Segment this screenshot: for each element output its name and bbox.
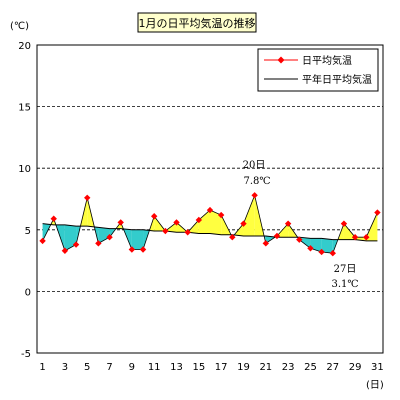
chart-title: 1月の日平均気温の推移: [139, 16, 256, 30]
x-tick-label: 3: [62, 362, 68, 373]
x-tick-label: 31: [371, 362, 384, 373]
data-point-day-9: [128, 246, 136, 253]
fill-segment: [64, 224, 77, 251]
x-tick-label: 27: [326, 362, 339, 373]
data-point-day-10: [139, 246, 147, 253]
x-tick-label: 13: [170, 362, 183, 373]
data-point-day-25: [307, 245, 314, 252]
series-line-normal: [42, 223, 378, 242]
x-tick-label: 5: [84, 362, 90, 373]
annotation-value-20: 7.8℃: [243, 176, 270, 187]
fill-segment: [243, 195, 255, 236]
data-point-day-18: [229, 233, 236, 241]
title-box: [137, 12, 257, 33]
fill-segment: [210, 210, 222, 235]
annotation-day-27: 27日: [334, 264, 357, 275]
data-point-day-28: [340, 220, 348, 227]
x-tick-label: 29: [349, 362, 362, 373]
x-tick-label: 17: [215, 362, 228, 373]
legend-label-daily: 日平均気温: [302, 54, 352, 67]
data-point-day-4: [72, 241, 80, 248]
legend-marker-daily: [277, 56, 285, 64]
data-point-day-1: [39, 237, 46, 245]
data-point-day-12: [162, 227, 169, 235]
y-tick-label: 15: [18, 103, 31, 114]
data-point-day-20: [251, 192, 258, 199]
plot-frame: [36, 44, 384, 354]
fill-segment: [198, 210, 210, 234]
fill-segment: [131, 229, 144, 250]
data-point-day-31: [374, 209, 381, 216]
legend: 日平均気温 平年日平均気温: [257, 48, 379, 92]
fill-segment: [355, 237, 367, 241]
x-tick-label: 7: [106, 362, 112, 373]
x-tick-label: 15: [192, 362, 205, 373]
legend-box: [257, 48, 379, 92]
x-tick-labels: 1 3 5 7 9 11 13 15 17 19 21 23 25 27 29 31: [39, 362, 383, 373]
x-tick-label: 9: [129, 362, 135, 373]
data-point-day-26: [318, 248, 325, 256]
legend-label-normal: 平年日平均気温: [302, 73, 372, 86]
data-point-day-15: [195, 216, 203, 224]
y-tick-label: 0: [25, 287, 31, 298]
data-point-day-3: [61, 247, 69, 254]
data-point-day-24: [296, 236, 303, 243]
y-unit-label: (℃): [10, 21, 29, 32]
data-point-day-6: [95, 240, 102, 247]
y-tick-label: 20: [18, 41, 31, 52]
x-tick-label: 25: [304, 362, 317, 373]
data-point-day-27: [329, 250, 336, 257]
data-point-day-5: [84, 194, 91, 201]
y-tick-label: 5: [25, 226, 31, 237]
x-tick-label: 1: [39, 362, 45, 373]
data-point-day-21: [262, 240, 270, 247]
x-unit-label: (日): [366, 380, 384, 391]
y-tick-labels: -5 0 5 10 15 20: [18, 41, 31, 360]
data-point-day-29: [351, 233, 359, 241]
y-tick-label: -5: [21, 349, 31, 360]
fill-segment: [321, 238, 333, 254]
annotation-day-20: 20日: [243, 160, 266, 171]
data-point-day-8: [117, 219, 124, 226]
data-point-day-30: [363, 233, 370, 241]
x-tick-label: 21: [259, 362, 272, 373]
data-point-day-7: [106, 233, 113, 241]
data-point-day-17: [217, 211, 225, 219]
data-point-day-11: [150, 213, 158, 220]
x-tick-label: 19: [237, 362, 250, 373]
data-point-day-13: [173, 219, 180, 226]
x-tick-label: 11: [148, 362, 161, 373]
series-markers: [39, 192, 381, 257]
data-point-day-16: [206, 206, 214, 214]
data-point-day-2: [50, 215, 57, 222]
data-point-day-23: [284, 220, 292, 227]
annotation-value-27: 3.1℃: [331, 279, 358, 290]
x-tick-label: 23: [282, 362, 295, 373]
fill-segment: [98, 227, 110, 244]
data-point-day-19: [240, 220, 247, 227]
data-point-day-22: [273, 232, 281, 240]
data-point-day-14: [184, 229, 191, 236]
y-tick-label: 10: [18, 164, 31, 175]
difference-fill: [42, 195, 378, 254]
